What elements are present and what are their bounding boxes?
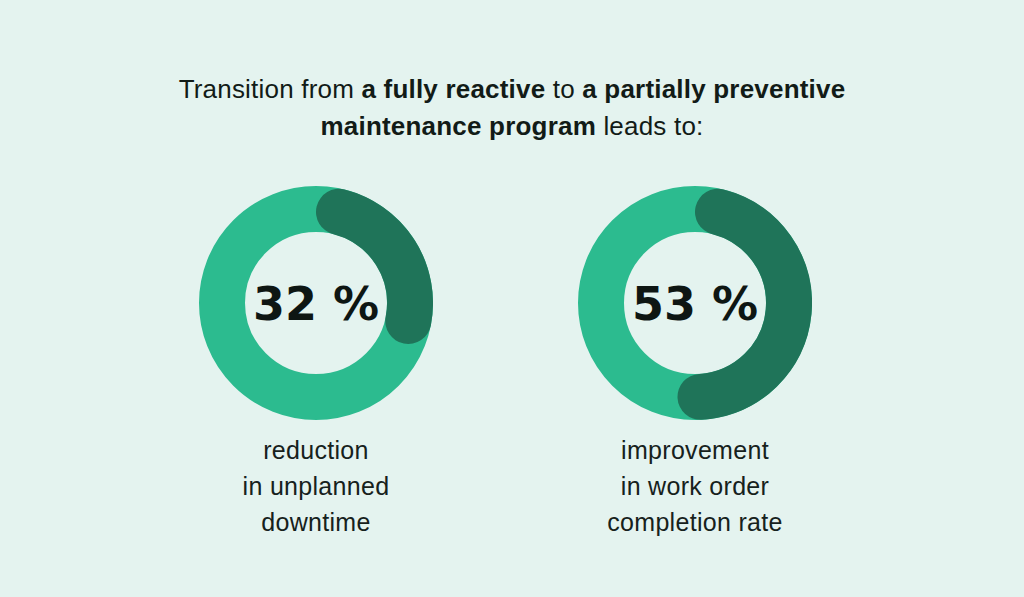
title-line-1: Transition from a fully reactive to a pa… <box>0 71 1024 108</box>
donut-chart-work-order-completion: 53 % <box>578 186 812 420</box>
donut-caption-work-order-completion: improvement in work order completion rat… <box>515 432 875 540</box>
title-text-segment: to <box>545 74 582 104</box>
caption-line: improvement <box>515 432 875 468</box>
title-text-segment-bold: a partially preventive <box>582 74 845 104</box>
title-text-segment: leads to: <box>596 111 704 141</box>
infographic-canvas: Transition from a fully reactive to a pa… <box>0 0 1024 597</box>
donut-value-label: 32 % <box>199 186 433 420</box>
title-text-segment-bold: maintenance program <box>321 111 596 141</box>
caption-line: in work order <box>515 468 875 504</box>
caption-line: completion rate <box>515 504 875 540</box>
donut-chart-unplanned-downtime: 32 % <box>199 186 433 420</box>
title-line-2: maintenance program leads to: <box>0 108 1024 145</box>
caption-line: reduction <box>136 432 496 468</box>
caption-line: downtime <box>136 504 496 540</box>
title-text-segment: Transition from <box>179 74 362 104</box>
caption-line: in unplanned <box>136 468 496 504</box>
donut-value-label: 53 % <box>578 186 812 420</box>
donut-caption-unplanned-downtime: reduction in unplanned downtime <box>136 432 496 540</box>
infographic-title: Transition from a fully reactive to a pa… <box>0 71 1024 145</box>
title-text-segment-bold: a fully reactive <box>361 74 545 104</box>
